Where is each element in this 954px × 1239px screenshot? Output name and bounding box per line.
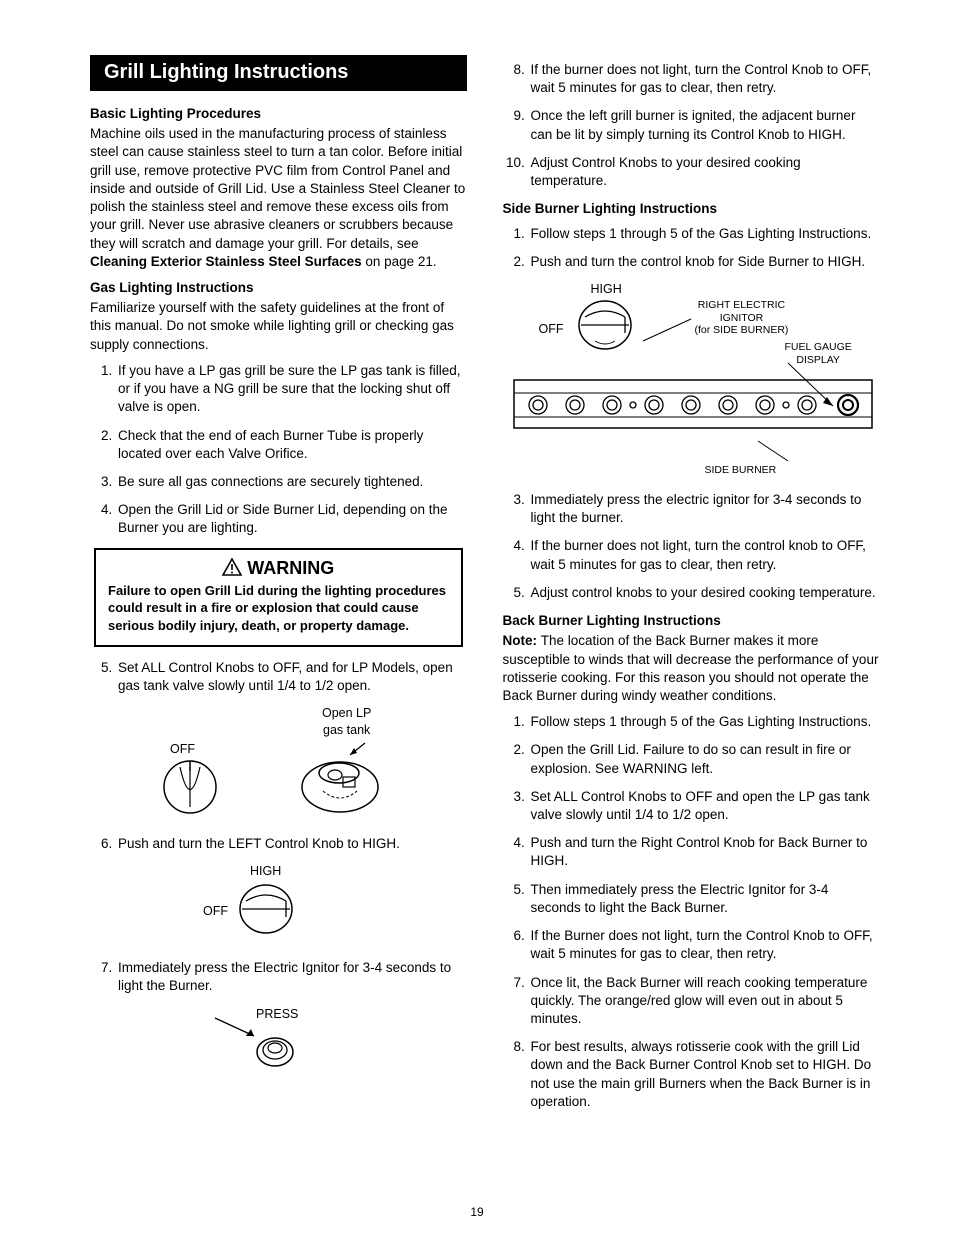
side-burner-steps-a: Follow steps 1 through 5 of the Gas Ligh… <box>503 225 880 271</box>
basic-text-b: on page 21. <box>362 254 437 269</box>
warning-box: WARNING Failure to open Grill Lid during… <box>94 548 463 647</box>
side-burner-heading: Side Burner Lighting Instructions <box>503 200 880 218</box>
basic-lighting-paragraph: Machine oils used in the manufacturing p… <box>90 125 467 271</box>
side-step: Adjust control knobs to your desired coo… <box>529 584 880 602</box>
off-label: OFF <box>170 741 195 758</box>
gas-steps-list: If you have a LP gas grill be sure the L… <box>90 362 467 538</box>
page-number: 19 <box>0 1205 954 1219</box>
warning-body: Failure to open Grill Lid during the lig… <box>108 582 449 635</box>
side-burner-steps-b: Immediately press the electric ignitor f… <box>503 491 880 602</box>
warning-label: WARNING <box>247 558 334 578</box>
gas-steps-list-cont2: Push and turn the LEFT Control Knob to H… <box>90 835 467 853</box>
back-step: Then immediately press the Electric Igni… <box>529 881 880 917</box>
note-label: Note: <box>503 633 541 648</box>
cleaning-ref: Cleaning Exterior Stainless Steel Surfac… <box>90 254 362 269</box>
warning-triangle-icon <box>222 558 242 576</box>
back-burner-note: Note: The location of the Back Burner ma… <box>503 632 880 705</box>
back-step: Once lit, the Back Burner will reach coo… <box>529 974 880 1029</box>
gas-steps-continued: If the burner does not light, turn the C… <box>503 61 880 190</box>
gas-lighting-intro: Familiarize yourself with the safety gui… <box>90 299 467 354</box>
back-step: For best results, always rotisserie cook… <box>529 1038 880 1111</box>
gas-step-5: Set ALL Control Knobs to OFF, and for LP… <box>116 659 467 695</box>
gas-steps-list-cont: Set ALL Control Knobs to OFF, and for LP… <box>90 659 467 695</box>
open-lp-line1: Open LP <box>322 706 371 720</box>
manual-page: Grill Lighting Instructions Basic Lighti… <box>0 0 954 1239</box>
open-lp-line2: gas tank <box>323 723 370 737</box>
gas-step: If you have a LP gas grill be sure the L… <box>116 362 467 417</box>
gas-step: Once the left grill burner is ignited, t… <box>529 107 880 143</box>
back-step: Follow steps 1 through 5 of the Gas Ligh… <box>529 713 880 731</box>
high-off-knob-diagram: HIGH OFF <box>90 863 467 949</box>
side-step: Push and turn the control knob for Side … <box>529 253 880 271</box>
ignitor-button-icon <box>254 1034 296 1070</box>
gas-step: Adjust Control Knobs to your desired coo… <box>529 154 880 190</box>
off-knob-icon <box>160 757 220 817</box>
back-burner-steps: Follow steps 1 through 5 of the Gas Ligh… <box>503 713 880 1111</box>
gas-step: Open the Grill Lid or Side Burner Lid, d… <box>116 501 467 537</box>
open-lp-label: Open LP gas tank <box>322 705 371 739</box>
gas-steps-list-cont3: Immediately press the Electric Ignitor f… <box>90 959 467 995</box>
press-ignitor-diagram: PRESS <box>90 1006 467 1070</box>
section-header: Grill Lighting Instructions <box>90 55 467 91</box>
note-body: The location of the Back Burner makes it… <box>503 633 879 703</box>
left-column: Grill Lighting Instructions Basic Lighti… <box>90 55 467 1121</box>
lp-tank-valve-icon <box>295 739 385 819</box>
gas-step: If the burner does not light, turn the C… <box>529 61 880 97</box>
gas-step: Check that the end of each Burner Tube i… <box>116 427 467 463</box>
right-column: If the burner does not light, turn the C… <box>503 55 880 1121</box>
side-step: Immediately press the electric ignitor f… <box>529 491 880 527</box>
side-burner-panel-diagram: HIGH OFF RIGHT ELECTRIC IGNITOR (for SID… <box>503 281 880 481</box>
gas-step-7: Immediately press the Electric Ignitor f… <box>116 959 467 995</box>
gas-lighting-heading: Gas Lighting Instructions <box>90 279 467 297</box>
high-label: HIGH <box>250 863 281 880</box>
control-panel-icon <box>513 379 873 439</box>
back-step: Open the Grill Lid. Failure to do so can… <box>529 741 880 777</box>
basic-lighting-heading: Basic Lighting Procedures <box>90 105 467 123</box>
back-burner-heading: Back Burner Lighting Instructions <box>503 612 880 630</box>
side-step: If the burner does not light, turn the c… <box>529 537 880 573</box>
gas-step-6: Push and turn the LEFT Control Knob to H… <box>116 835 467 853</box>
back-step: Push and turn the Right Control Knob for… <box>529 834 880 870</box>
back-step: If the Burner does not light, turn the C… <box>529 927 880 963</box>
two-column-layout: Grill Lighting Instructions Basic Lighti… <box>90 55 879 1121</box>
gas-step: Be sure all gas connections are securely… <box>116 473 467 491</box>
warning-title: WARNING <box>108 556 449 580</box>
basic-text-a: Machine oils used in the manufacturing p… <box>90 126 465 250</box>
side-burner-label: SIDE BURNER <box>705 463 777 477</box>
high-knob-icon <box>236 881 296 937</box>
off-label-2: OFF <box>203 903 228 920</box>
off-knob-lp-tank-diagram: Open LP gas tank OFF <box>90 705 467 825</box>
back-step: Set ALL Control Knobs to OFF and open th… <box>529 788 880 824</box>
side-step: Follow steps 1 through 5 of the Gas Ligh… <box>529 225 880 243</box>
